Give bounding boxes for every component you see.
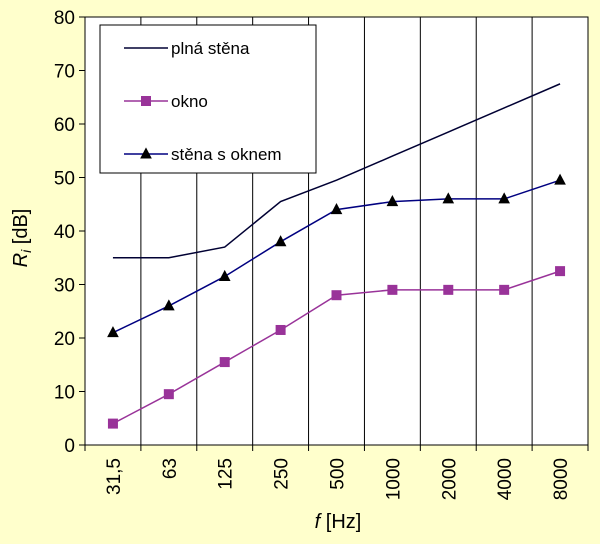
- legend-label: stěna s oknem: [171, 145, 282, 164]
- data-series: [107, 83, 566, 429]
- series-group: [107, 173, 566, 338]
- y-tick-label: 20: [54, 329, 75, 350]
- series-group: [107, 266, 566, 429]
- data-point: [218, 269, 231, 281]
- data-point: [443, 284, 454, 295]
- x-tick-label: 4000: [495, 458, 516, 500]
- x-tick-label: 500: [328, 458, 349, 490]
- legend: plná stěna okno stěna s oknem: [99, 24, 317, 174]
- legend-swatch-marker: [140, 147, 152, 159]
- data-point: [386, 195, 399, 207]
- data-point: [274, 235, 287, 247]
- x-tick-label: 8000: [551, 458, 572, 500]
- legend-label: okno: [171, 92, 208, 111]
- data-point: [554, 173, 566, 185]
- y-tick-label: 0: [64, 436, 75, 457]
- data-point: [219, 357, 230, 368]
- x-axis-label: f [Hz]: [315, 511, 362, 533]
- data-point: [498, 192, 510, 204]
- data-point: [275, 324, 286, 335]
- data-point: [499, 284, 510, 295]
- legend-swatch-marker: [141, 96, 151, 106]
- x-tick-label: 1000: [383, 458, 404, 500]
- data-point: [442, 192, 455, 204]
- axes: [79, 16, 589, 451]
- data-point: [331, 290, 342, 301]
- y-tick-label: 80: [54, 8, 75, 29]
- data-point: [387, 284, 398, 295]
- legend-box: [99, 24, 317, 174]
- x-tick-label: 31,5: [104, 458, 125, 495]
- y-axis-label: Ri [dB]: [10, 209, 34, 268]
- data-point: [555, 266, 566, 277]
- series-line: [112, 83, 561, 259]
- data-point: [163, 299, 175, 311]
- y-tick-label: 50: [54, 169, 75, 190]
- y-tick-label: 40: [54, 222, 75, 243]
- x-tick-label: 2000: [439, 458, 460, 500]
- tick-labels: 0 10 20 30 40 50 60 70 80 31,5 63 125 250 500 1000 2000…: [54, 8, 572, 500]
- y-tick-label: 70: [54, 62, 75, 83]
- y-tick-label: 30: [54, 276, 75, 297]
- legend-label: plná stěna: [171, 39, 250, 58]
- data-point: [330, 203, 343, 215]
- x-tick-label: 63: [160, 458, 181, 479]
- data-point: [163, 389, 174, 400]
- y-tick-label: 10: [54, 383, 75, 404]
- data-point: [107, 326, 119, 338]
- series-group: [112, 83, 561, 259]
- x-tick-label: 125: [216, 458, 237, 490]
- data-point: [107, 418, 118, 429]
- x-tick-label: 250: [272, 458, 293, 490]
- y-tick-label: 60: [54, 115, 75, 136]
